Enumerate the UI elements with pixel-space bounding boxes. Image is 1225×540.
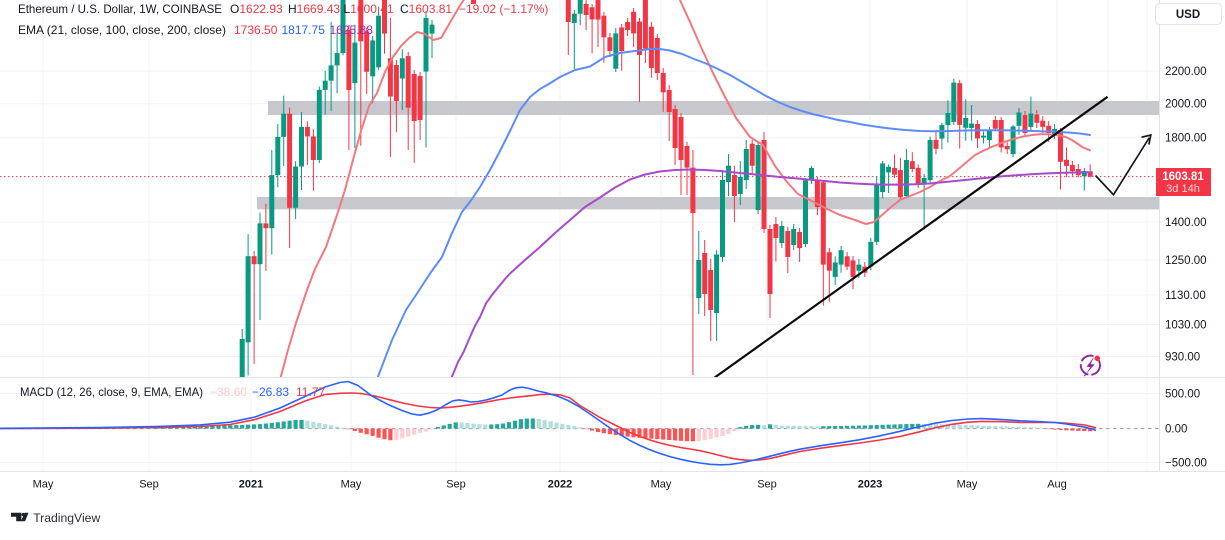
svg-text:H1669.43: H1669.43 bbox=[288, 2, 340, 16]
svg-text:O1622.93: O1622.93 bbox=[230, 2, 283, 16]
svg-text:1400.00: 1400.00 bbox=[1165, 217, 1207, 229]
svg-text:May: May bbox=[341, 479, 362, 491]
svg-text:2021: 2021 bbox=[239, 479, 263, 491]
svg-text:1800.00: 1800.00 bbox=[1165, 133, 1207, 145]
svg-text:1817.75: 1817.75 bbox=[282, 23, 326, 37]
svg-text:L1600.41: L1600.41 bbox=[344, 2, 394, 16]
svg-text:1030.00: 1030.00 bbox=[1165, 320, 1207, 332]
svg-text:Aug: Aug bbox=[1047, 479, 1067, 491]
svg-text:2000.00: 2000.00 bbox=[1165, 99, 1207, 111]
svg-text:USD: USD bbox=[1176, 9, 1200, 21]
svg-text:TradingView: TradingView bbox=[33, 511, 100, 525]
svg-text:MACD (12, 26, close, 9, EMA, E: MACD (12, 26, close, 9, EMA, EMA) bbox=[20, 385, 203, 399]
svg-text:1250.00: 1250.00 bbox=[1165, 255, 1207, 267]
svg-text:Sep: Sep bbox=[446, 479, 466, 491]
svg-text:11.77: 11.77 bbox=[296, 385, 325, 399]
svg-text:Sep: Sep bbox=[757, 479, 777, 491]
svg-text:2023: 2023 bbox=[858, 479, 882, 491]
svg-text:1130.00: 1130.00 bbox=[1165, 290, 1206, 302]
svg-text:EMA (21, close, 100, close, 20: EMA (21, close, 100, close, 200, close) bbox=[18, 23, 226, 37]
svg-text:May: May bbox=[651, 479, 672, 491]
svg-text:Sep: Sep bbox=[139, 479, 159, 491]
svg-text:−26.83: −26.83 bbox=[252, 385, 289, 399]
svg-text:930.00: 930.00 bbox=[1165, 352, 1200, 364]
svg-text:C1603.81: C1603.81 bbox=[400, 2, 452, 16]
svg-text:May: May bbox=[33, 479, 54, 491]
svg-text:1625.88: 1625.88 bbox=[330, 23, 374, 37]
svg-text:2200.00: 2200.00 bbox=[1165, 66, 1207, 78]
svg-text:1603.81: 1603.81 bbox=[1162, 171, 1204, 183]
svg-text:0.00: 0.00 bbox=[1165, 424, 1187, 436]
svg-text:1736.50: 1736.50 bbox=[234, 23, 278, 37]
svg-text:2022: 2022 bbox=[548, 479, 572, 491]
svg-text:−19.02 (−1.17%): −19.02 (−1.17%) bbox=[459, 2, 548, 16]
svg-text:500.00: 500.00 bbox=[1165, 389, 1200, 401]
svg-text:3d 14h: 3d 14h bbox=[1166, 183, 1200, 195]
svg-text:−38.60: −38.60 bbox=[210, 385, 247, 399]
svg-text:Ethereum / U.S. Dollar, 1W, CO: Ethereum / U.S. Dollar, 1W, COINBASE bbox=[18, 2, 222, 16]
svg-text:May: May bbox=[957, 479, 978, 491]
svg-text:−500.00: −500.00 bbox=[1165, 458, 1207, 470]
